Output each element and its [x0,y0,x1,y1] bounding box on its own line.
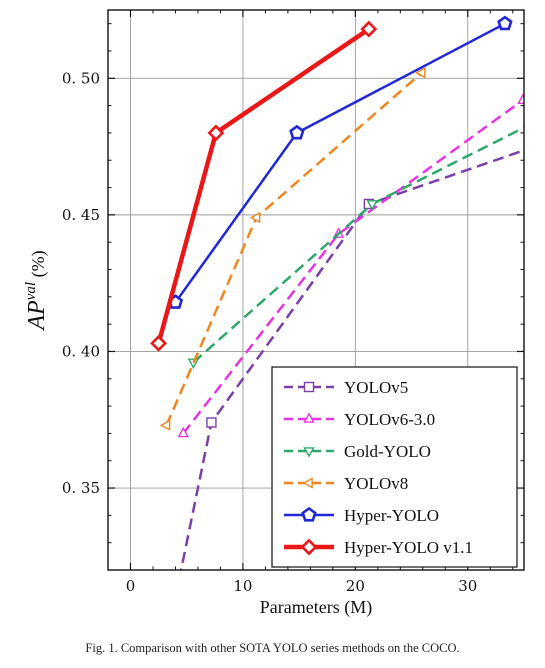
series-line-yolov5 [179,148,524,570]
y-label-sup: val [23,282,39,300]
figure-caption: Fig. 1. Comparison with other SOTA YOLO … [85,641,460,655]
legend-label-yolov6-3-0: YOLOv6-3.0 [344,410,435,429]
legend-label-hyper-yolo: Hyper-YOLO [344,506,439,525]
data-point-hyper-yolo [497,15,513,31]
y-tick-label: 0. 40 [62,342,100,360]
data-point-hyper-yolo-v1-1 [207,124,225,142]
data-point-yolov6-3-0 [517,93,524,105]
legend-label-gold-yolo: Gold-YOLO [344,442,431,461]
data-point-hyper-yolo [289,124,305,140]
legend-label-hyper-yolo-v1-1: Hyper-YOLO v1.1 [344,538,473,557]
chart: 0 10 20 30 0. 35 0. 40 0. 45 0. 50 Parameters (… [23,9,525,618]
data-point-hyper-yolo-v1-1 [150,334,168,352]
ticks [107,10,524,571]
x-tick-label: 20 [346,577,365,595]
x-tick-label: 0 [126,577,136,595]
x-axis-label: Parameters (M) [260,597,372,618]
legend-marker-yolov8 [302,477,313,489]
y-axis-label: APval (%) [23,250,50,331]
legend-marker-hyper-yolo-v1-1 [300,538,318,556]
legend-marker-hyper-yolo [301,506,317,522]
plot-frame [107,9,525,571]
y-label-unit: (%) [28,250,49,281]
y-tick-label: 0. 50 [62,69,100,87]
x-tick-label: 30 [458,577,477,595]
data-point-yolov6-3-0 [177,426,189,438]
data-point-gold-yolo [187,358,200,370]
data-point-yolov8 [249,211,261,224]
legend-box [271,366,518,568]
y-tick-label: 0. 45 [62,206,100,224]
legend-marker-gold-yolo [303,447,315,458]
data-point-yolov8 [415,67,426,79]
data-point-yolov5 [206,417,217,428]
data-point-yolov8 [159,419,171,431]
series-layer [150,15,524,570]
legend-label-yolov8: YOLOv8 [344,474,408,493]
y-label-base: AP [24,300,50,332]
legend-label-yolov5: YOLOv5 [344,378,408,397]
legend-marker-yolov5 [303,381,315,393]
series-yolov8 [159,67,426,431]
series-gold-yolo [187,126,524,370]
data-point-hyper-yolo-v1-1 [360,20,378,38]
data-point-gold-yolo [366,200,378,211]
x-tick-label: 10 [233,577,252,595]
tick-labels: 0 10 20 30 0. 35 0. 40 0. 45 0. 50 [62,69,478,595]
legend: YOLOv5 YOLOv6-3.0 Gold-YOLO YOLOv8 Hyper-YOL… [271,366,518,568]
legend-marker-yolov6-3-0 [303,412,315,423]
series-hyper-yolo-v1-1 [150,20,378,352]
y-tick-label: 0. 35 [62,479,100,497]
